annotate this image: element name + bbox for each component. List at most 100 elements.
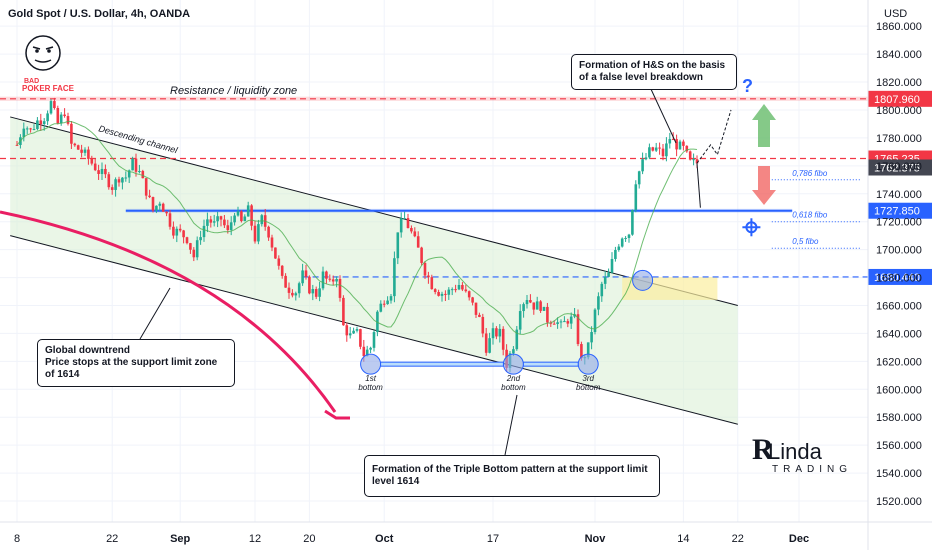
candle-body xyxy=(685,145,689,152)
candle-body xyxy=(342,297,345,326)
candle-body xyxy=(308,276,311,294)
candle-body xyxy=(206,219,209,226)
candle-body xyxy=(654,147,658,151)
candle-body xyxy=(522,304,525,312)
price-tag-text-support-low: 1680.440 xyxy=(874,272,920,284)
candle-body xyxy=(393,258,396,297)
candle-body xyxy=(433,289,437,293)
candle-body xyxy=(665,143,668,157)
candle-body xyxy=(542,306,546,311)
candle-body xyxy=(590,332,593,343)
candle-body xyxy=(151,197,155,211)
y-axis[interactable]: 1520.000 1540.000 1560.000 1580.000 1600.000… xyxy=(867,0,922,550)
candle-body xyxy=(172,226,175,236)
candle-body xyxy=(284,275,287,288)
candle-body xyxy=(42,121,46,125)
candle-body xyxy=(195,240,199,258)
candle-body xyxy=(144,178,148,196)
candle-body xyxy=(90,158,94,164)
moving-average xyxy=(16,120,698,335)
bull-path xyxy=(696,109,732,164)
triple-pointer xyxy=(504,394,518,456)
y-tick-label: 1640.000 xyxy=(876,328,922,340)
candle-body xyxy=(161,203,165,212)
candle-body xyxy=(634,184,638,210)
y-tick-label: 1520.000 xyxy=(876,496,922,508)
candle-body xyxy=(365,349,369,357)
candle-body xyxy=(124,177,128,179)
candle-body xyxy=(318,288,321,297)
x-axis[interactable]: 8 22 Sep 12 20 Oct 17 Nov 14 22 Dec xyxy=(0,521,932,545)
bottom-link-2 xyxy=(522,361,579,367)
fib-label: 0,5 fibo xyxy=(792,237,819,246)
price-tag-last xyxy=(868,159,932,176)
candle-body xyxy=(257,224,260,242)
candle-body xyxy=(175,228,179,236)
candle-body xyxy=(498,328,502,337)
descending-channel-fill xyxy=(10,116,738,425)
candle-body xyxy=(236,211,240,216)
candle-body xyxy=(563,321,566,323)
candle-body xyxy=(362,346,366,357)
downtrend-note-1: Global downtrend xyxy=(45,345,130,356)
candle-body xyxy=(617,246,621,250)
downtrend-note-2: Price stops at the support limit zone of… xyxy=(45,357,218,380)
candle-body xyxy=(39,120,43,125)
candle-body xyxy=(56,108,60,124)
candle-body xyxy=(250,205,253,226)
candle-body xyxy=(688,151,692,160)
candle-body xyxy=(488,338,491,353)
candle-body xyxy=(614,249,617,259)
candle-body xyxy=(546,306,549,323)
candle-body xyxy=(644,157,648,160)
brand-logo: R Linda TRADING xyxy=(752,433,852,475)
candle-body xyxy=(100,168,104,174)
brand-sub: TRADING xyxy=(772,464,852,475)
candle-body xyxy=(678,141,682,150)
candle-body xyxy=(495,328,498,337)
candle-body xyxy=(223,219,226,226)
candle-body xyxy=(83,149,87,153)
candle-body xyxy=(444,293,447,295)
candle-body xyxy=(515,329,519,350)
candle-body xyxy=(467,291,471,298)
y-tick-label: 1840.000 xyxy=(876,49,922,61)
candle-body xyxy=(182,230,185,238)
up-arrow xyxy=(752,104,776,147)
candle-body xyxy=(294,293,298,296)
candle-body xyxy=(270,237,274,248)
down-arrow xyxy=(752,166,776,205)
candle-body xyxy=(355,329,359,331)
candle-body xyxy=(512,349,515,354)
candle-body xyxy=(471,297,474,303)
bottom-link-1 xyxy=(380,361,504,367)
bear-path xyxy=(696,162,701,208)
candle-body xyxy=(209,219,213,223)
bottom-label: 1st xyxy=(365,374,376,383)
price-tag-text-last: 1762.375 xyxy=(874,163,920,175)
candle-body xyxy=(413,231,417,237)
candle-body xyxy=(386,300,389,305)
bottom-label: bottom xyxy=(501,383,526,392)
x-tick-label: 12 xyxy=(249,533,261,545)
candle-body xyxy=(427,275,430,278)
bottom-label: 2nd xyxy=(506,374,521,383)
candle-body xyxy=(430,277,434,290)
candle-body xyxy=(348,333,352,336)
candle-body xyxy=(70,123,73,144)
candle-body xyxy=(593,309,597,333)
x-tick-label: 14 xyxy=(677,533,689,545)
candle-body xyxy=(695,159,699,164)
candle-body xyxy=(219,216,223,220)
y-tick-label: 1720.000 xyxy=(876,217,922,229)
price-tag-text-resistance: 1807.960 xyxy=(874,94,920,106)
x-tick-label: Dec xyxy=(789,533,809,545)
x-tick-label: 22 xyxy=(732,533,744,545)
triple-bottom-annotation: Formation of the Triple Bottom pattern a… xyxy=(364,455,660,497)
price-tag-resistance xyxy=(868,90,932,107)
candle-body xyxy=(73,143,77,146)
logo-top-text: BAD xyxy=(24,78,39,85)
breakout-marker xyxy=(632,269,654,291)
candle-body xyxy=(110,187,114,190)
candle-body xyxy=(63,114,66,117)
